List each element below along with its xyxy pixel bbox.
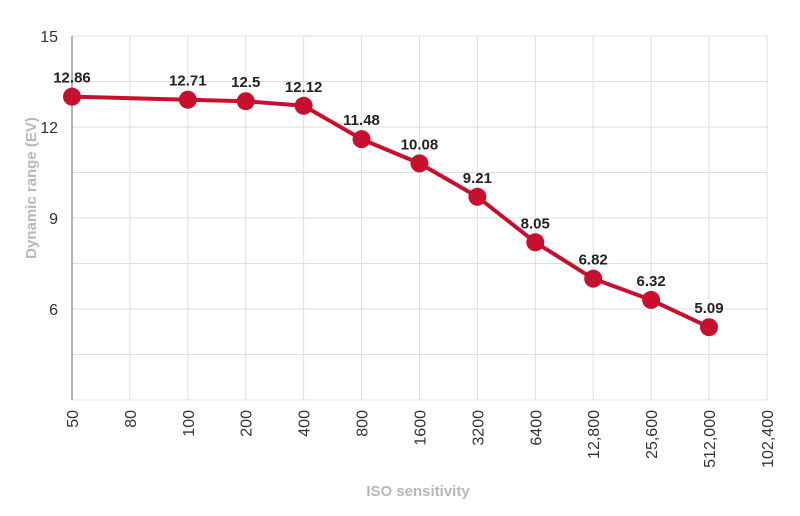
- data-label: 5.09: [694, 300, 723, 317]
- data-point: [584, 269, 603, 288]
- data-label: 12.12: [285, 79, 323, 96]
- y-tick-label: 12: [40, 120, 58, 137]
- series-line: [71, 94, 710, 330]
- data-labels: 12.86 12.71 12.5 12.12 11.48 10.08 9.21 8.05 6.8…: [53, 70, 723, 318]
- data-point: [468, 187, 487, 206]
- data-label: 8.05: [521, 215, 550, 232]
- data-label: 6.82: [579, 252, 608, 269]
- data-point: [642, 290, 661, 309]
- data-point: [236, 92, 255, 111]
- x-tick-label: 6400: [528, 410, 545, 446]
- y-tick-label: 6: [49, 302, 58, 319]
- x-tick-label: 102,400: [760, 410, 777, 468]
- data-label: 11.48: [343, 112, 380, 129]
- x-tick-label: 200: [239, 410, 256, 437]
- y-tick-label: 9: [49, 211, 58, 228]
- x-tick-label: 512,000: [702, 410, 719, 468]
- x-tick-label: 80: [123, 410, 140, 428]
- x-tick-labels: 50 80 100 200 400 800 1600 3200 6400 12,800 25,600…: [65, 410, 777, 468]
- data-point: [352, 130, 371, 149]
- x-tick-label: 800: [355, 410, 372, 437]
- data-label: 10.08: [401, 136, 439, 153]
- x-tick-label: 100: [181, 410, 198, 437]
- x-tick-label: 50: [65, 410, 82, 428]
- y-axis-label: Dynamic range (EV): [23, 117, 40, 259]
- data-point: [178, 90, 197, 109]
- x-axis-label: ISO sensitivity: [366, 483, 470, 500]
- data-points: [63, 87, 718, 337]
- x-tick-label: 400: [297, 410, 314, 437]
- x-tick-label: 25,600: [644, 410, 661, 459]
- x-tick-label: 3200: [470, 410, 487, 446]
- y-tick-labels: 15 12 9 6: [40, 29, 58, 319]
- data-point: [700, 318, 718, 337]
- y-tick-label: 15: [40, 29, 58, 46]
- data-label: 12.71: [169, 73, 207, 90]
- data-label: 6.32: [636, 273, 665, 290]
- grid: [71, 35, 768, 401]
- data-label: 12.5: [231, 74, 260, 91]
- data-point: [294, 96, 313, 115]
- data-label: 12.86: [53, 70, 91, 87]
- x-tick-label: 12,800: [586, 410, 603, 459]
- data-point: [410, 154, 429, 173]
- x-tick-label: 1600: [412, 410, 429, 446]
- data-point: [63, 87, 81, 106]
- data-label: 9.21: [463, 170, 492, 187]
- data-point: [526, 233, 545, 252]
